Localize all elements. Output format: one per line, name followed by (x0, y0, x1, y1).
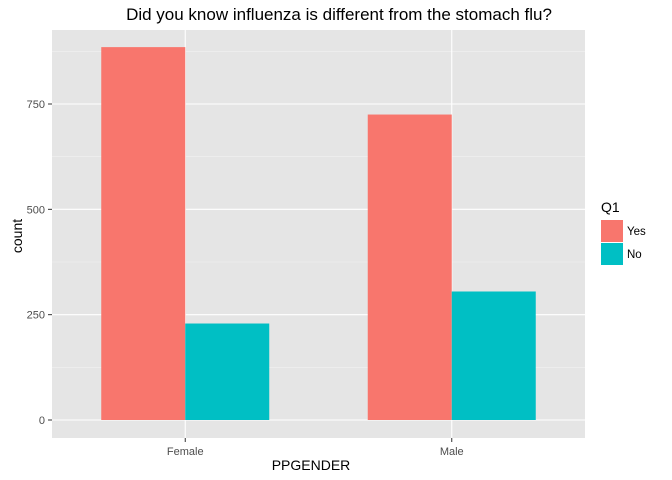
bar-no-female (185, 323, 270, 420)
legend-label-yes: Yes (627, 226, 646, 238)
y-tick-label: 250 (27, 310, 45, 322)
y-axis-title: count (9, 219, 25, 253)
bars (101, 47, 536, 421)
x-axis-title: PPGENDER (272, 457, 351, 473)
legend-swatch-yes (601, 220, 623, 242)
y-tick-label: 500 (27, 204, 45, 216)
x-axis: Female Male (167, 438, 464, 458)
legend-label-no: No (627, 249, 642, 261)
bar-yes-female (101, 47, 186, 421)
bar-no-male (451, 291, 536, 420)
x-tick-label: Male (440, 446, 464, 458)
bar-yes-male (367, 114, 452, 421)
legend: Q1 Yes No (601, 199, 646, 265)
legend-swatch-no (601, 243, 623, 265)
y-axis: 0 250 500 750 (27, 99, 52, 427)
y-tick-label: 750 (27, 99, 45, 111)
y-tick-label: 0 (39, 415, 45, 427)
chart-title: Did you know influenza is different from… (126, 5, 552, 24)
x-tick-label: Female (167, 446, 204, 458)
legend-title: Q1 (601, 199, 620, 215)
legend-items: Yes No (601, 220, 646, 265)
